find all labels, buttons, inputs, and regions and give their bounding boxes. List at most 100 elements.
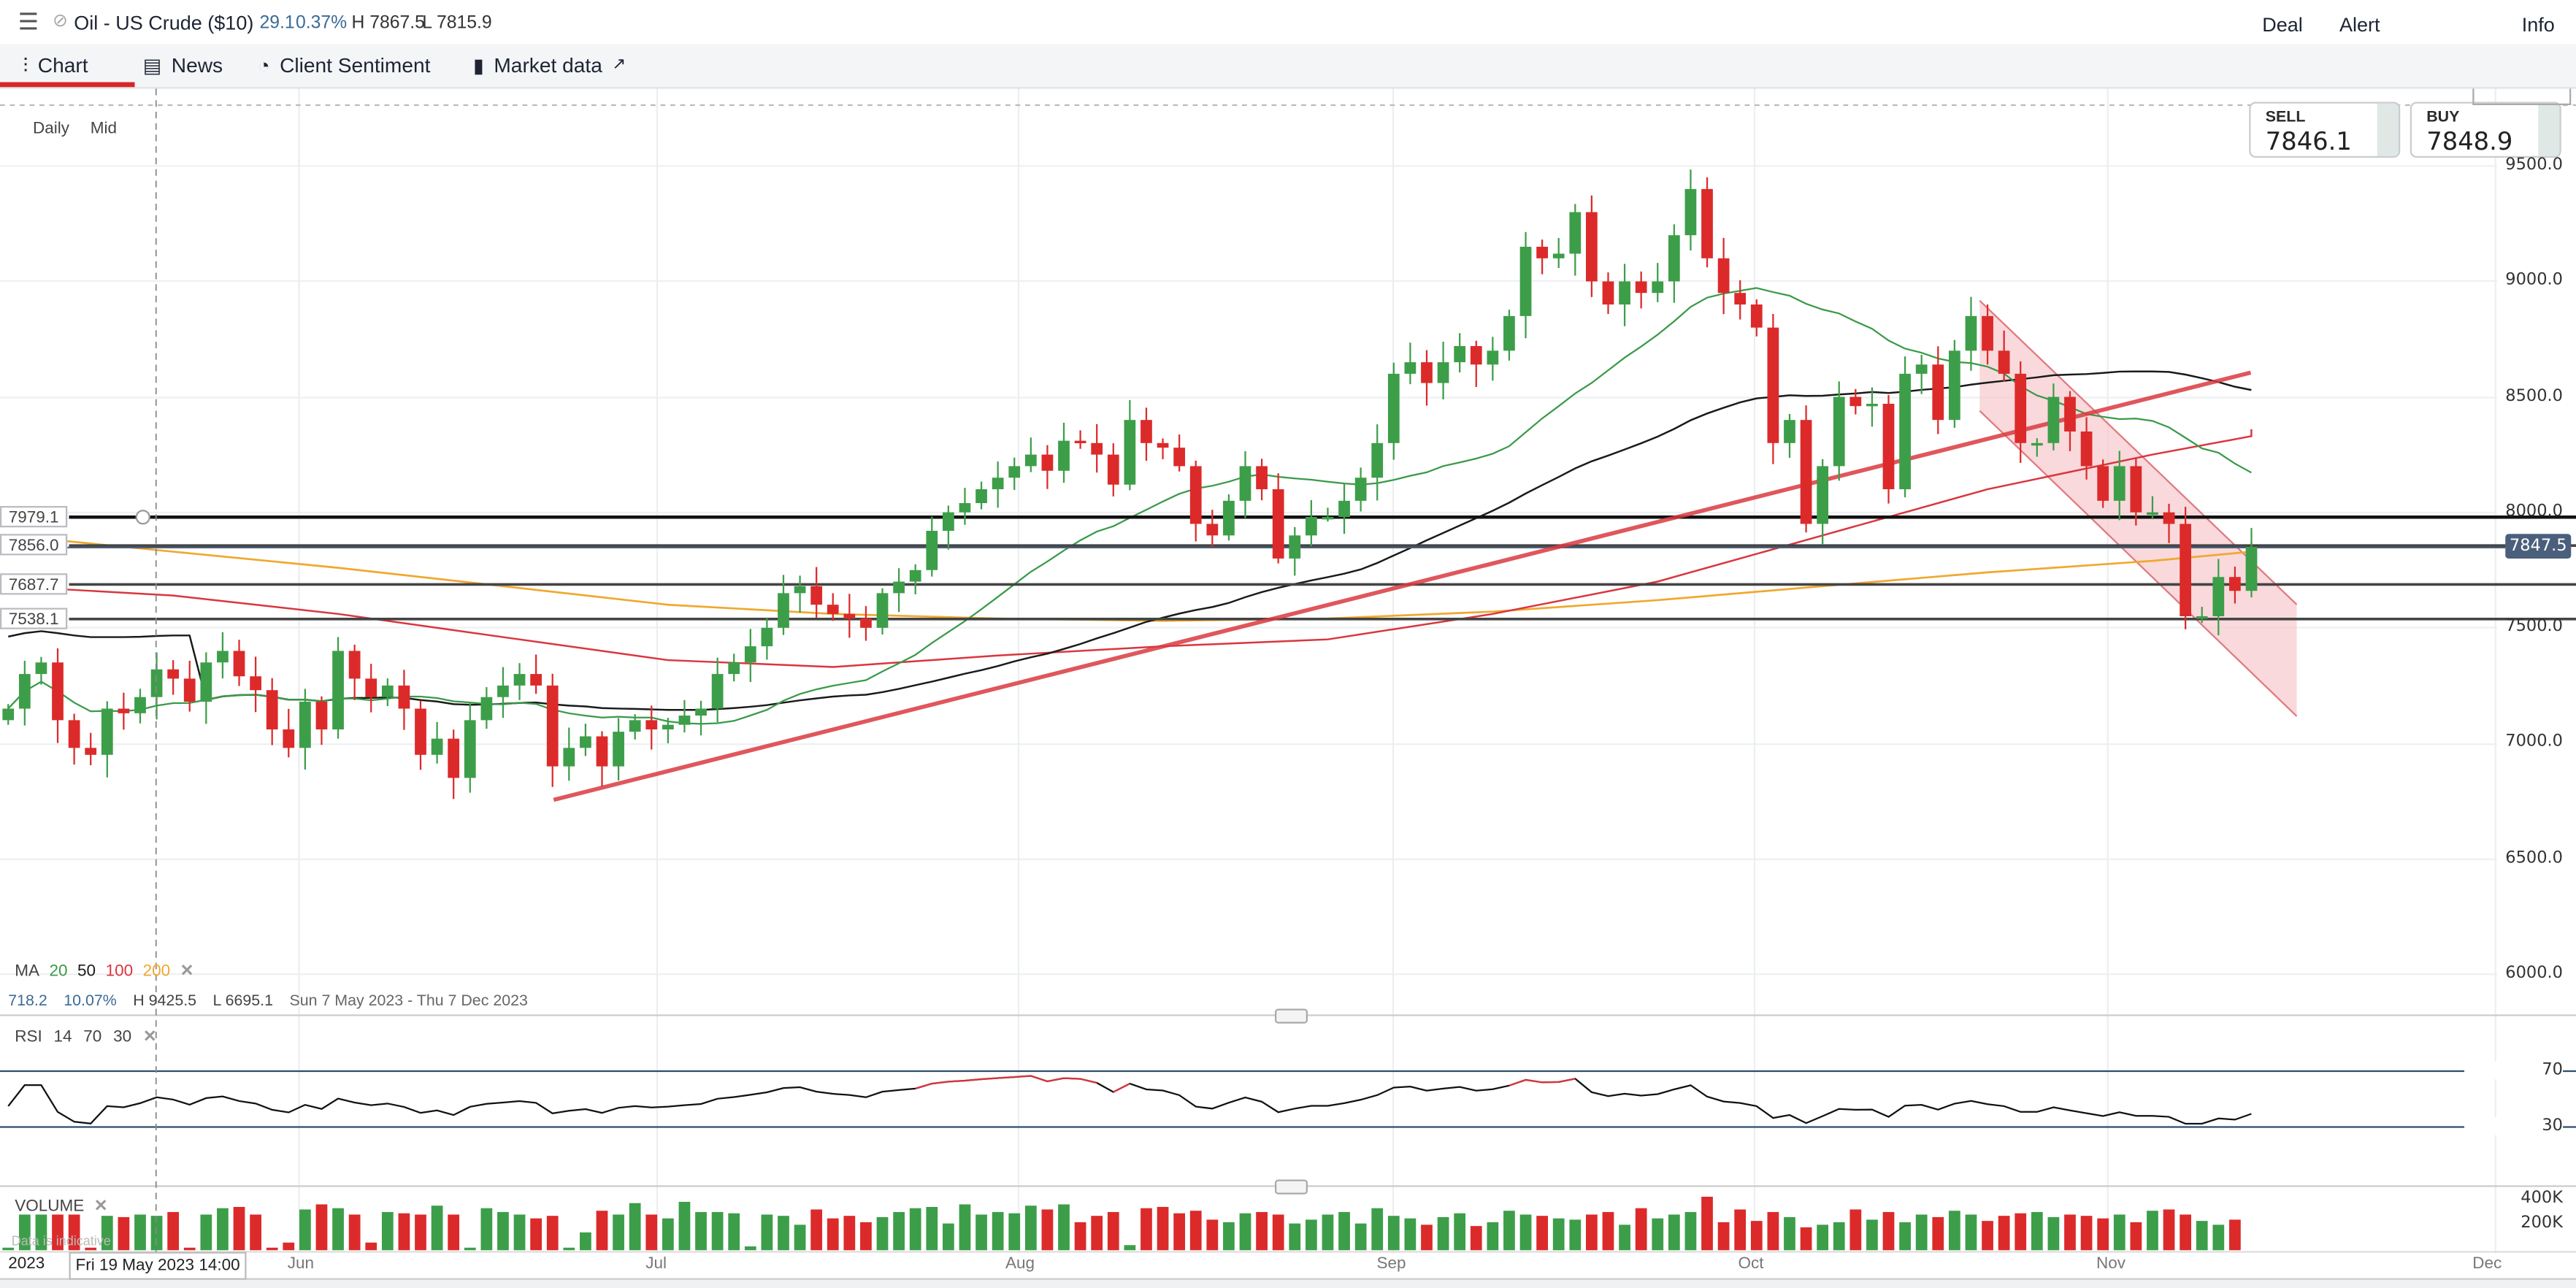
candle <box>1801 405 1812 532</box>
rsi-upper[interactable]: 70 <box>83 1029 101 1047</box>
candle-body <box>2048 397 2060 443</box>
buy-price: 7848.9 <box>2426 126 2512 156</box>
rsi-lower[interactable]: 30 <box>113 1029 131 1047</box>
rsi-overbought-segment <box>1064 1078 1081 1079</box>
volume-bar <box>1157 1207 1169 1250</box>
candle-body <box>1405 362 1417 374</box>
volume-bar <box>893 1212 905 1250</box>
volume-bar <box>1058 1204 1070 1250</box>
candle <box>250 656 261 712</box>
volume-bar <box>1421 1224 1433 1250</box>
candle-body <box>1520 247 1532 316</box>
candle <box>1108 443 1119 497</box>
volume-bar <box>1916 1214 1928 1250</box>
range-change: 718.2 <box>8 992 47 1011</box>
x-tick-label: Sep <box>1377 1255 1406 1273</box>
candle <box>1388 363 1400 460</box>
volume-bar <box>184 1248 196 1250</box>
candle <box>530 655 542 694</box>
volume-bar <box>2147 1211 2158 1250</box>
ma-20[interactable]: 20 <box>50 963 68 981</box>
volume-bar <box>283 1243 294 1250</box>
axis-settings-box[interactable] <box>2472 89 2571 106</box>
y-tick-label: 6500.0 <box>2464 849 2563 867</box>
candle <box>101 701 113 777</box>
candle <box>1949 340 1960 428</box>
candle-body <box>19 674 31 708</box>
volume-bar <box>1042 1209 1054 1250</box>
candle <box>1438 342 1449 399</box>
buy-label: BUY <box>2426 109 2459 127</box>
candle <box>1223 494 1235 540</box>
candle-body <box>2 709 14 721</box>
pane-resize-handle[interactable] <box>1275 1009 1308 1024</box>
volume-bar <box>1619 1224 1630 1250</box>
candle-body <box>267 690 278 729</box>
volume-bar <box>860 1222 872 1250</box>
candle <box>1091 424 1103 472</box>
close-rsi-icon[interactable]: ✕ <box>143 1029 157 1047</box>
candle <box>745 629 756 682</box>
pane-resize-handle[interactable] <box>1275 1180 1308 1195</box>
candle-body <box>1108 455 1119 485</box>
volume-bar <box>530 1219 542 1251</box>
candle <box>1817 459 1828 545</box>
candle-body <box>299 702 311 748</box>
candle <box>167 660 179 694</box>
volume-bar <box>1322 1214 1334 1250</box>
candle <box>365 664 377 712</box>
close-ma-icon[interactable]: ✕ <box>180 963 194 981</box>
buy-button[interactable]: BUY 7848.9 <box>2410 102 2561 158</box>
volume-bar <box>1223 1222 1235 1250</box>
rsi-period[interactable]: 14 <box>54 1029 72 1047</box>
candle-body <box>2147 513 2158 515</box>
candle-body <box>200 662 212 702</box>
candle-body <box>992 478 1004 489</box>
sell-button[interactable]: SELL 7846.1 <box>2249 102 2400 158</box>
candle <box>514 663 526 700</box>
ma-200[interactable]: 200 <box>143 963 171 981</box>
candle <box>448 729 459 799</box>
candle <box>349 645 361 700</box>
interval-label[interactable]: Daily <box>33 120 69 138</box>
ma-100[interactable]: 100 <box>106 963 134 981</box>
volume-bar <box>1173 1214 1185 1251</box>
price-type-label[interactable]: Mid <box>91 120 117 138</box>
candle-body <box>1042 455 1054 471</box>
candle-body <box>712 674 724 708</box>
candle-body <box>810 586 822 605</box>
candle-body <box>1371 443 1383 478</box>
level-drag-handle[interactable] <box>137 510 150 524</box>
level-tag[interactable]: 7538.1 <box>0 608 67 629</box>
close-volume-icon[interactable]: ✕ <box>94 1197 108 1216</box>
candle-body <box>167 670 179 679</box>
candle-body <box>1866 404 1878 406</box>
volume-bar <box>2229 1219 2241 1250</box>
range-change-pct: 10.07% <box>64 992 117 1011</box>
ma-50[interactable]: 50 <box>77 963 96 981</box>
timeline-scrollbar[interactable] <box>0 1279 2576 1288</box>
level-tag[interactable]: 7979.1 <box>0 506 67 527</box>
candle-body <box>2180 524 2191 616</box>
candle <box>1536 239 1548 274</box>
candle <box>1173 434 1185 472</box>
volume-bar <box>234 1207 245 1250</box>
volume-bar <box>1998 1216 2010 1250</box>
candle <box>1652 263 1663 302</box>
candle-body <box>1966 316 1977 350</box>
volume-bar <box>1833 1222 1845 1250</box>
candle-body <box>1718 258 1730 293</box>
level-tag[interactable]: 7856.0 <box>0 534 67 555</box>
volume-bar <box>1883 1212 1895 1250</box>
volume-bar <box>843 1216 855 1250</box>
candle <box>1289 527 1300 575</box>
candle-body <box>1685 189 1697 235</box>
ma20-line <box>8 288 2251 724</box>
level-tag[interactable]: 7687.7 <box>0 573 67 594</box>
candle <box>52 648 64 743</box>
volume-bar <box>1371 1208 1383 1251</box>
volume-bar <box>2130 1222 2142 1250</box>
volume-bar <box>1801 1227 1812 1250</box>
candle-body <box>1075 441 1086 443</box>
